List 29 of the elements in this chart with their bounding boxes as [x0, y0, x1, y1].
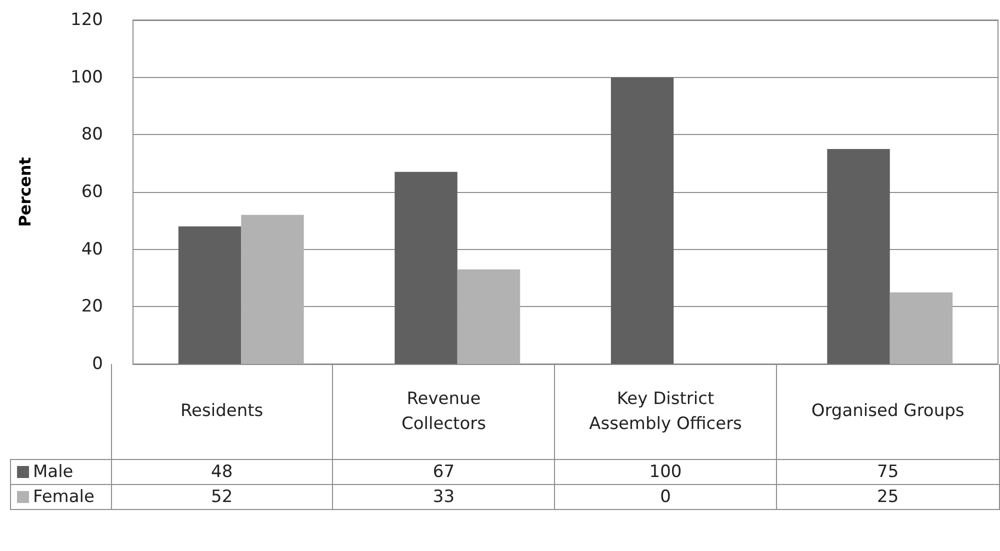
legend-label: Female [10, 484, 112, 510]
x-tick-label: Revenue Collectors [332, 364, 555, 460]
bar [610, 77, 674, 364]
data-label: 75 [776, 460, 1000, 484]
bar [890, 292, 953, 364]
bar [241, 214, 304, 364]
y-axis-title: Percent [16, 156, 34, 227]
x-tick-label: Organised Groups [776, 364, 1000, 460]
y-tick-label: 100 [70, 67, 103, 88]
bar [178, 226, 242, 364]
data-label: 33 [332, 484, 555, 510]
data-label: 48 [111, 460, 333, 484]
data-label: 25 [776, 484, 1000, 510]
bar [394, 172, 458, 364]
y-tick-label: 20 [81, 296, 103, 317]
data-label: 0 [554, 484, 776, 510]
y-tick-label: 120 [70, 10, 103, 30]
y-tick-label: 40 [81, 239, 103, 260]
data-label: 67 [332, 460, 555, 484]
x-tick-label: Key District Assembly Officers [554, 364, 776, 460]
y-tick-label: 0 [92, 354, 103, 374]
data-label: 52 [111, 484, 333, 510]
data-label: 100 [554, 460, 776, 484]
y-tick-label: 80 [81, 124, 103, 145]
bar [457, 269, 520, 364]
bar [827, 149, 890, 364]
x-tick-label: Residents [111, 364, 333, 460]
y-tick-label: 60 [81, 182, 103, 202]
legend-label: Male [10, 460, 112, 484]
